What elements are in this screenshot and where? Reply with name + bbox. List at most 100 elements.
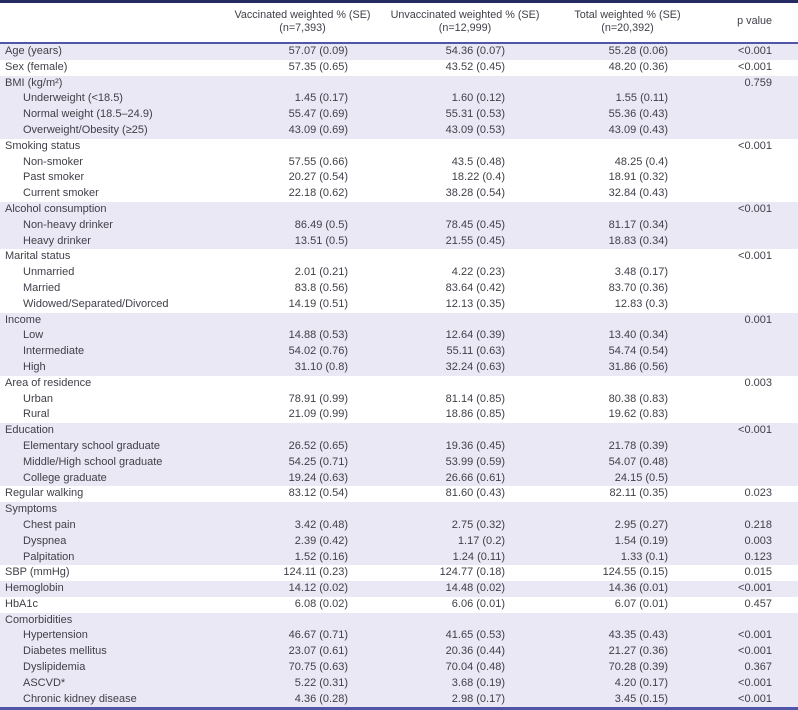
total-value: 70.28 (0.39) bbox=[545, 660, 710, 676]
row-label: Palpitation bbox=[0, 549, 220, 566]
unvaccinated-value: 18.86 (0.85) bbox=[445, 408, 505, 421]
total-value: 55.28 (0.06) bbox=[545, 43, 710, 60]
p-value: <0.001 bbox=[710, 675, 798, 692]
p-value: <0.001 bbox=[710, 43, 798, 60]
p-value: <0.001 bbox=[710, 628, 798, 645]
total-value: 43.09 (0.43) bbox=[545, 122, 710, 139]
row-label: Symptoms bbox=[0, 502, 220, 518]
p-value bbox=[710, 265, 798, 281]
p-value bbox=[710, 170, 798, 186]
table-row: Non-smoker 57.55 (0.66) 43.5 (0.48) 48.2… bbox=[0, 155, 798, 171]
p-value bbox=[710, 155, 798, 171]
vaccinated-value: 57.55 (0.66) bbox=[288, 155, 348, 168]
vaccinated-value: 83.8 (0.56) bbox=[294, 281, 348, 294]
row-label: Widowed/Separated/Divorced bbox=[23, 297, 169, 310]
unvaccinated-value: 21.55 (0.45) bbox=[385, 233, 545, 250]
row-label: Unmarried bbox=[23, 266, 75, 279]
unvaccinated-value bbox=[385, 502, 545, 518]
total-value: 81.17 (0.34) bbox=[545, 217, 710, 234]
table-row: College graduate 19.24 (0.63) 26.66 (0.6… bbox=[0, 470, 798, 487]
p-value bbox=[710, 470, 798, 487]
total-value: 6.07 (0.01) bbox=[614, 597, 668, 610]
vaccinated-value: 54.25 (0.71) bbox=[220, 454, 385, 471]
vaccinated-value: 124.11 (0.23) bbox=[283, 566, 348, 579]
row-label: High bbox=[0, 359, 220, 376]
total-value bbox=[545, 423, 710, 439]
unvaccinated-value: 41.65 (0.53) bbox=[385, 628, 545, 645]
unvaccinated-value: 3.68 (0.19) bbox=[385, 675, 545, 692]
total-value: 32.84 (0.43) bbox=[608, 187, 668, 200]
row-label: Intermediate bbox=[0, 344, 220, 360]
vaccinated-value: 1.52 (0.16) bbox=[220, 549, 385, 566]
total-value: 14.36 (0.01) bbox=[545, 581, 710, 597]
unvaccinated-value: 1.24 (0.11) bbox=[385, 549, 545, 566]
table-row: Widowed/Separated/Divorced 14.19 (0.51) … bbox=[0, 297, 798, 313]
p-value: 0.003 bbox=[744, 376, 772, 389]
total-value: 43.35 (0.43) bbox=[545, 628, 710, 645]
table-row: Palpitation 1.52 (0.16) 1.24 (0.11) 1.33… bbox=[0, 549, 798, 566]
row-label: Low bbox=[0, 328, 220, 345]
unvaccinated-value: 38.28 (0.54) bbox=[445, 187, 505, 200]
total-value: 55.36 (0.43) bbox=[545, 107, 710, 123]
header-unvaccinated-line1: Unvaccinated weighted % (SE) bbox=[390, 8, 540, 21]
row-label: Marital status bbox=[5, 250, 71, 263]
p-value bbox=[710, 502, 798, 518]
total-value: 54.74 (0.54) bbox=[545, 344, 710, 360]
table-row: Intermediate 54.02 (0.76) 55.11 (0.63) 5… bbox=[0, 344, 798, 360]
row-label: Married bbox=[23, 281, 61, 294]
vaccinated-value: 83.12 (0.54) bbox=[288, 487, 348, 500]
total-value: 24.15 (0.5) bbox=[545, 470, 710, 487]
table-row: Diabetes mellitus 23.07 (0.61) 20.36 (0.… bbox=[0, 644, 798, 661]
header-pvalue: p value bbox=[710, 1, 798, 44]
vaccinated-value: 22.18 (0.62) bbox=[288, 187, 348, 200]
total-value: 3.45 (0.15) bbox=[545, 691, 710, 709]
p-value bbox=[710, 233, 798, 250]
table-row: Elementary school graduate 26.52 (0.65) … bbox=[0, 438, 798, 455]
vaccinated-value: 55.47 (0.69) bbox=[220, 107, 385, 123]
row-label: Elementary school graduate bbox=[0, 438, 220, 455]
total-value: 4.20 (0.17) bbox=[545, 675, 710, 692]
row-label: HbA1c bbox=[5, 597, 39, 610]
row-label: Education bbox=[0, 423, 220, 439]
p-value bbox=[710, 454, 798, 471]
p-value bbox=[710, 297, 798, 313]
vaccinated-value bbox=[220, 612, 385, 629]
total-value: 18.91 (0.32) bbox=[608, 171, 668, 184]
table-row: Past smoker 20.27 (0.54) 18.22 (0.4) 18.… bbox=[0, 170, 798, 186]
total-value bbox=[545, 139, 710, 155]
total-value bbox=[545, 201, 710, 218]
row-label: College graduate bbox=[0, 470, 220, 487]
unvaccinated-value: 55.11 (0.63) bbox=[385, 344, 545, 360]
table-row: Comorbidities bbox=[0, 612, 798, 629]
vaccinated-value bbox=[220, 502, 385, 518]
p-value bbox=[710, 359, 798, 376]
total-value: 1.55 (0.11) bbox=[545, 91, 710, 108]
total-value: 13.40 (0.34) bbox=[545, 328, 710, 345]
row-label: Normal weight (18.5–24.9) bbox=[0, 107, 220, 123]
total-value: 48.25 (0.4) bbox=[614, 155, 668, 168]
vaccinated-value: 43.09 (0.69) bbox=[220, 122, 385, 139]
unvaccinated-value: 43.09 (0.53) bbox=[385, 122, 545, 139]
unvaccinated-value: 14.48 (0.02) bbox=[385, 581, 545, 597]
row-label: SBP (mmHg) bbox=[5, 566, 70, 579]
table-row: Smoking status <0.001 bbox=[0, 139, 798, 155]
total-value: 19.62 (0.83) bbox=[608, 408, 668, 421]
p-value: 0.015 bbox=[744, 566, 772, 579]
total-value: 3.48 (0.17) bbox=[614, 266, 668, 279]
p-value bbox=[710, 217, 798, 234]
table-row: Age (years) 57.07 (0.09) 54.36 (0.07) 55… bbox=[0, 43, 798, 60]
vaccinated-value: 57.35 (0.65) bbox=[288, 60, 348, 73]
unvaccinated-value: 81.60 (0.43) bbox=[445, 487, 505, 500]
vaccinated-value: 23.07 (0.61) bbox=[220, 644, 385, 661]
vaccinated-value: 70.75 (0.63) bbox=[220, 660, 385, 676]
row-label: Area of residence bbox=[5, 376, 92, 389]
unvaccinated-value: 78.45 (0.45) bbox=[385, 217, 545, 234]
total-value: 12.83 (0.3) bbox=[614, 297, 668, 310]
p-value bbox=[710, 281, 798, 297]
row-label: Income bbox=[0, 312, 220, 329]
p-value: <0.001 bbox=[710, 201, 798, 218]
p-value: 0.023 bbox=[744, 487, 772, 500]
vaccinated-value: 86.49 (0.5) bbox=[220, 217, 385, 234]
table-row: Normal weight (18.5–24.9) 55.47 (0.69) 5… bbox=[0, 107, 798, 123]
